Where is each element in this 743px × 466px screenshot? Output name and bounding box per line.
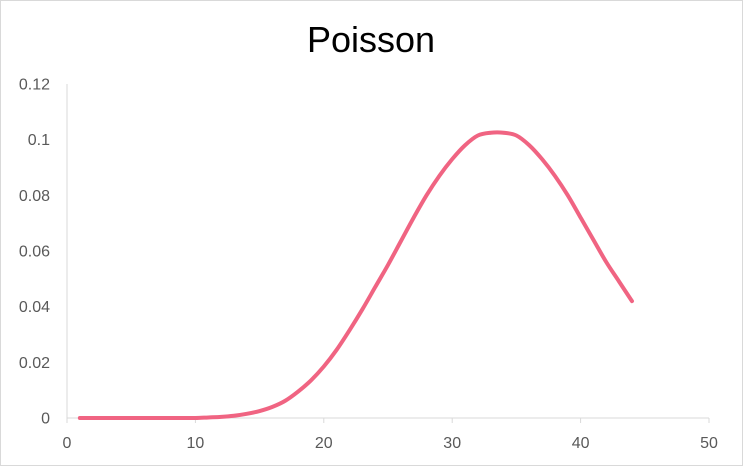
y-tick-label: 0.02 (19, 355, 50, 372)
x-tick-label: 10 (187, 435, 205, 452)
y-tick-label: 0.04 (19, 299, 50, 316)
y-tick-label: 0.1 (28, 132, 50, 149)
x-tick-label: 20 (315, 435, 333, 452)
x-tick-label: 40 (572, 435, 590, 452)
x-tick-label: 50 (700, 435, 718, 452)
y-axis: 0 0.02 0.04 0.06 0.08 0.1 0.12 (19, 77, 68, 428)
y-tick-label: 0.12 (19, 77, 50, 94)
x-tick-label: 0 (63, 435, 72, 452)
x-tick-label: 30 (443, 435, 461, 452)
series-line-0 (77, 130, 634, 421)
y-tick-label: 0.08 (19, 188, 50, 205)
plot-area (77, 130, 634, 421)
y-tick-label: 0.06 (19, 244, 50, 261)
y-tick-label: 0 (41, 411, 50, 428)
chart-title: Poisson (307, 19, 435, 60)
x-axis: 0 10 20 30 40 50 (63, 417, 718, 452)
